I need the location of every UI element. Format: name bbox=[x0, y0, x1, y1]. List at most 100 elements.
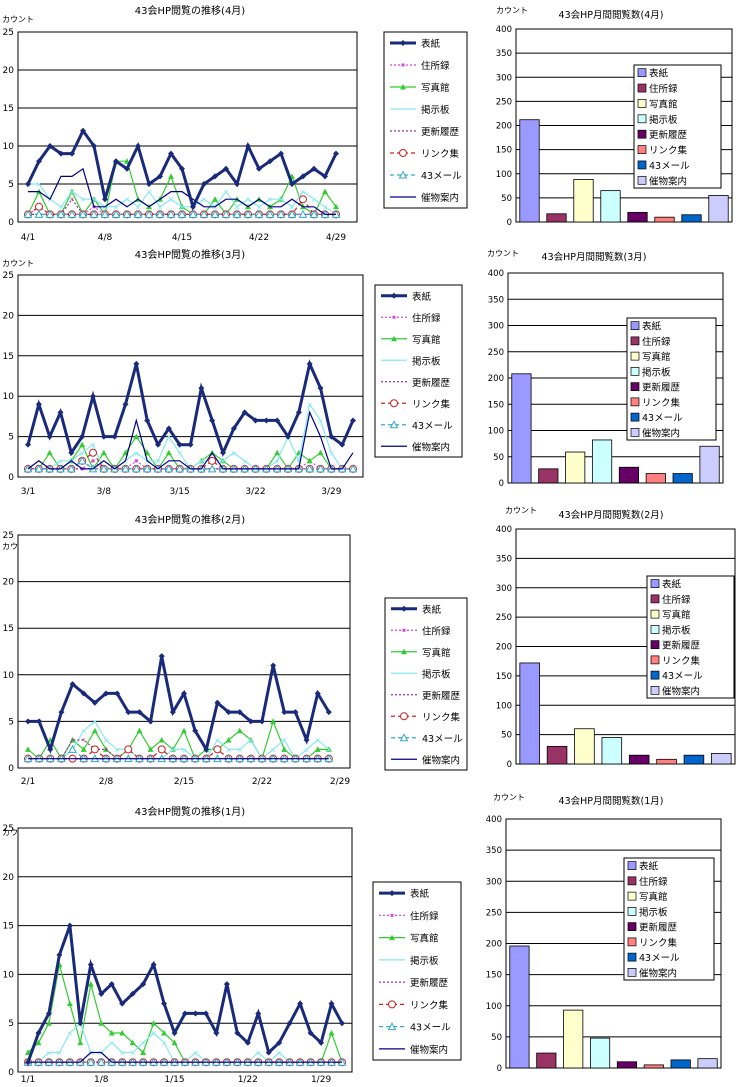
data-point bbox=[77, 1020, 84, 1027]
data-point bbox=[45, 1020, 52, 1026]
data-point bbox=[58, 150, 64, 157]
series-board-line bbox=[28, 183, 337, 215]
legend-label: 住所録 bbox=[662, 594, 691, 606]
data-point: × bbox=[170, 745, 177, 754]
y-tick-label: 350 bbox=[486, 846, 502, 856]
legend-label: 写真館 bbox=[412, 334, 441, 346]
y-tick-label: 5 bbox=[8, 180, 14, 190]
data-point bbox=[182, 1010, 188, 1017]
data-point bbox=[146, 181, 152, 187]
data-point bbox=[333, 203, 339, 210]
legend-swatch bbox=[650, 609, 660, 619]
data-point: × bbox=[119, 1048, 126, 1057]
data-point bbox=[267, 158, 273, 165]
x-tick-label: 1/29 bbox=[311, 1075, 331, 1085]
y-tick-label: 300 bbox=[496, 73, 512, 83]
legend-swatch bbox=[637, 175, 647, 185]
legend-label: リンク集 bbox=[639, 937, 678, 949]
data-point bbox=[314, 746, 321, 752]
legend-label: 更新履歴 bbox=[639, 922, 678, 934]
data-point: × bbox=[161, 1039, 168, 1048]
legend-box bbox=[372, 881, 462, 1061]
legend-marker bbox=[391, 292, 397, 299]
data-point bbox=[305, 464, 315, 473]
legend-marker bbox=[399, 733, 409, 742]
y-tick-label: 300 bbox=[486, 877, 502, 887]
data-point bbox=[91, 459, 95, 463]
data-point bbox=[212, 196, 218, 202]
y-tick-label: 10 bbox=[3, 970, 15, 980]
data-point bbox=[281, 746, 288, 752]
y-tick-label: 15 bbox=[3, 104, 14, 114]
data-point bbox=[119, 1000, 126, 1007]
data-point bbox=[66, 1000, 73, 1007]
legend-label: 更新履歴 bbox=[412, 377, 451, 389]
data-point bbox=[328, 1000, 335, 1007]
legend-label: 更新履歴 bbox=[410, 977, 449, 989]
legend-swatch bbox=[637, 160, 647, 170]
legend-swatch bbox=[627, 952, 637, 962]
data-point: × bbox=[267, 195, 274, 204]
legend-label: 43メール bbox=[422, 734, 463, 745]
bar-links bbox=[656, 758, 677, 765]
data-point bbox=[25, 718, 31, 725]
data-point bbox=[265, 1049, 272, 1056]
data-point bbox=[230, 425, 237, 432]
data-point bbox=[225, 737, 232, 743]
bar-address bbox=[538, 468, 559, 484]
data-point bbox=[339, 441, 346, 448]
bar-board bbox=[601, 737, 623, 765]
y-tick-label: 300 bbox=[488, 322, 504, 332]
data-point bbox=[318, 1039, 325, 1046]
chart-title: 43会HP閲覧の推移(3月) bbox=[135, 248, 246, 261]
bar-events bbox=[711, 753, 732, 765]
x-tick-label: 4/15 bbox=[172, 233, 192, 243]
data-point: × bbox=[176, 449, 183, 458]
data-point bbox=[276, 1039, 283, 1046]
series-events-line bbox=[27, 410, 354, 470]
data-point bbox=[289, 181, 295, 187]
data-point bbox=[187, 441, 194, 448]
legend-label: 表紙 bbox=[412, 291, 432, 303]
data-point bbox=[333, 150, 339, 157]
data-point bbox=[124, 745, 133, 754]
x-tick-label: 3/1 bbox=[21, 487, 35, 497]
y-tick-label: 150 bbox=[496, 672, 512, 682]
x-tick-label: 2/22 bbox=[252, 777, 272, 787]
legend-label: リンク集 bbox=[642, 397, 681, 409]
legend-swatch bbox=[630, 412, 640, 422]
data-point: × bbox=[56, 1048, 63, 1057]
data-point bbox=[225, 709, 232, 716]
data-point bbox=[157, 173, 163, 180]
y-tick-label: 20 bbox=[3, 311, 15, 321]
data-point: × bbox=[146, 188, 153, 197]
x-tick-label: 1/1 bbox=[21, 1075, 35, 1085]
legend-label: 掲示板 bbox=[421, 104, 450, 116]
data-point: × bbox=[67, 1029, 74, 1038]
data-point: × bbox=[225, 745, 232, 754]
legend-label: 掲示板 bbox=[642, 366, 671, 378]
data-point: * bbox=[70, 196, 74, 204]
data-point bbox=[309, 209, 319, 218]
data-point bbox=[89, 209, 99, 218]
legend-swatch bbox=[630, 428, 640, 437]
legend-swatch bbox=[630, 382, 640, 391]
data-point bbox=[46, 449, 53, 456]
legend-label: リンク集 bbox=[422, 711, 461, 723]
data-point bbox=[221, 209, 231, 218]
y-axis-label: カウント bbox=[493, 793, 525, 802]
legend-marker bbox=[392, 315, 396, 319]
data-point bbox=[36, 158, 42, 165]
data-point bbox=[192, 727, 199, 734]
data-point bbox=[35, 401, 42, 408]
data-point bbox=[168, 150, 174, 157]
data-point: × bbox=[69, 188, 76, 197]
y-tick-label: 200 bbox=[496, 122, 512, 132]
data-point bbox=[254, 209, 264, 218]
legend-label: リンク集 bbox=[649, 145, 688, 157]
data-point bbox=[314, 690, 321, 697]
legend-swatch bbox=[627, 922, 637, 931]
data-point: × bbox=[198, 457, 205, 466]
data-point: × bbox=[311, 195, 318, 204]
legend-swatch bbox=[630, 321, 640, 330]
